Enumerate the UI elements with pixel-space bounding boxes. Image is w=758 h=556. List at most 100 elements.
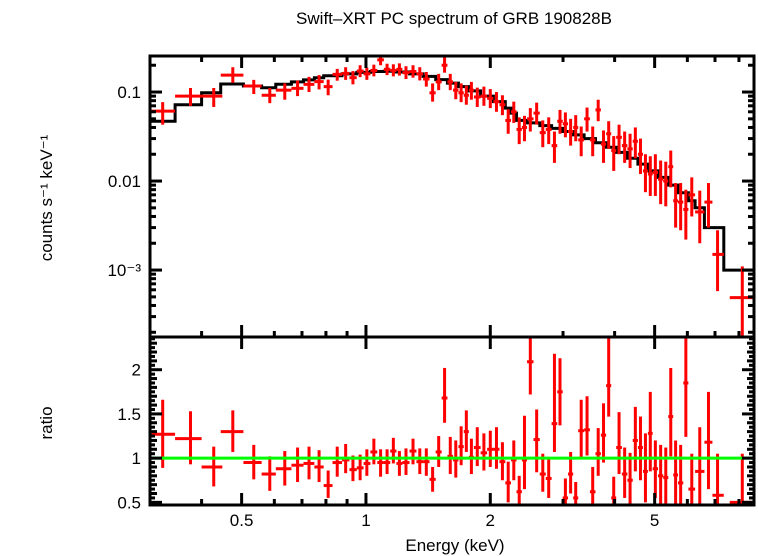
- ratio-point: [435, 436, 442, 467]
- data-point: [314, 75, 324, 90]
- data-point: [704, 183, 713, 228]
- data-point: [695, 190, 705, 244]
- data-point: [729, 266, 754, 337]
- model-step-line: [150, 69, 754, 272]
- data-point: [409, 65, 417, 78]
- ratio-point: [663, 447, 669, 505]
- data-point: [712, 230, 724, 292]
- ratio-point: [539, 453, 546, 492]
- data-point: [261, 88, 276, 104]
- ratio-point: [447, 436, 454, 475]
- data-point: [291, 80, 304, 97]
- y-tick-label-spectrum: 0.01: [108, 172, 141, 191]
- ratio-point: [314, 450, 324, 483]
- data-point: [463, 85, 469, 105]
- ratio-point: [589, 466, 596, 505]
- ratio-point: [632, 406, 638, 472]
- axis-ticks: [150, 56, 754, 505]
- data-point: [557, 109, 563, 134]
- data-point: [527, 108, 534, 132]
- data-point: [416, 67, 424, 81]
- data-point: [627, 133, 633, 169]
- ratio-point: [303, 446, 315, 480]
- ratio-point: [463, 410, 469, 452]
- ratio-point: [637, 416, 643, 481]
- ratio-point: [551, 353, 558, 452]
- data-point: [663, 161, 669, 207]
- data-point: [303, 76, 315, 93]
- y-tick-label-ratio: 1: [132, 449, 141, 468]
- data-point: [493, 92, 500, 112]
- ratio-point: [621, 447, 628, 498]
- data-point: [611, 136, 617, 171]
- data-point: [621, 131, 628, 163]
- ratio-point: [429, 466, 436, 492]
- data-point: [370, 64, 378, 77]
- ratio-point: [704, 391, 713, 490]
- ratio-point: [499, 442, 506, 481]
- ratio-point: [688, 453, 696, 505]
- ratio-point: [521, 415, 528, 490]
- data-point: [473, 87, 481, 107]
- ratio-point: [291, 447, 304, 483]
- data-point: [595, 99, 601, 122]
- data-point: [220, 67, 244, 83]
- data-point: [468, 81, 474, 100]
- data-point: [600, 130, 607, 163]
- data-point: [349, 71, 357, 85]
- data-point: [383, 63, 391, 76]
- data-point: [637, 138, 643, 174]
- data-point: [447, 73, 454, 91]
- ratio-point: [616, 412, 622, 475]
- ratio-point: [323, 470, 333, 498]
- data-point: [435, 73, 442, 91]
- ratio-point: [573, 482, 579, 505]
- y-tick-label-spectrum: 0.1: [117, 83, 141, 102]
- data-point: [243, 79, 262, 95]
- ratio-point: [480, 433, 488, 471]
- y-tick-label-ratio: 2: [132, 361, 141, 380]
- ratio-point: [468, 438, 474, 475]
- data-point: [584, 107, 590, 132]
- data-point: [458, 83, 464, 103]
- ratio-point: [673, 440, 678, 505]
- ratio-point: [377, 449, 384, 477]
- ratio-point: [487, 430, 494, 467]
- x-tick-label: 5: [650, 511, 659, 530]
- ratio-point: [562, 478, 569, 505]
- ratio-point: [595, 428, 601, 476]
- ratio-point: [606, 337, 612, 417]
- data-point: [642, 154, 648, 193]
- data-point: [647, 156, 653, 196]
- data-point: [342, 67, 350, 80]
- data-point: [275, 83, 292, 100]
- ratio-point: [668, 367, 674, 457]
- data-point: [377, 56, 384, 66]
- ratio-point: [557, 358, 563, 426]
- ratio-point: [220, 410, 244, 452]
- data-point: [616, 124, 622, 155]
- data-point: [632, 127, 638, 159]
- data-point: [356, 65, 364, 78]
- data-point: [668, 150, 674, 188]
- ratio-point: [396, 451, 403, 476]
- data-point: [683, 189, 689, 240]
- data-point: [658, 160, 664, 205]
- ratio-point: [332, 446, 343, 477]
- ratio-point: [150, 399, 176, 468]
- x-tick-label: 1: [361, 511, 370, 530]
- data-point: [539, 120, 546, 148]
- ratio-point: [370, 438, 378, 465]
- data-point: [505, 109, 512, 134]
- data-point: [578, 126, 585, 157]
- ratio-point: [527, 337, 534, 395]
- tick-labels: 0.5 1 2 5 0.1 0.01 10⁻³ 0.5 1 1.5 2: [107, 83, 659, 530]
- data-point: [332, 68, 343, 81]
- ratio-point: [652, 440, 659, 498]
- chart-title: Swift–XRT PC spectrum of GRB 190828B: [296, 9, 612, 28]
- ratio-point: [600, 403, 607, 463]
- data-point: [441, 57, 448, 73]
- ratio-point: [511, 440, 517, 481]
- data-point: [589, 126, 596, 157]
